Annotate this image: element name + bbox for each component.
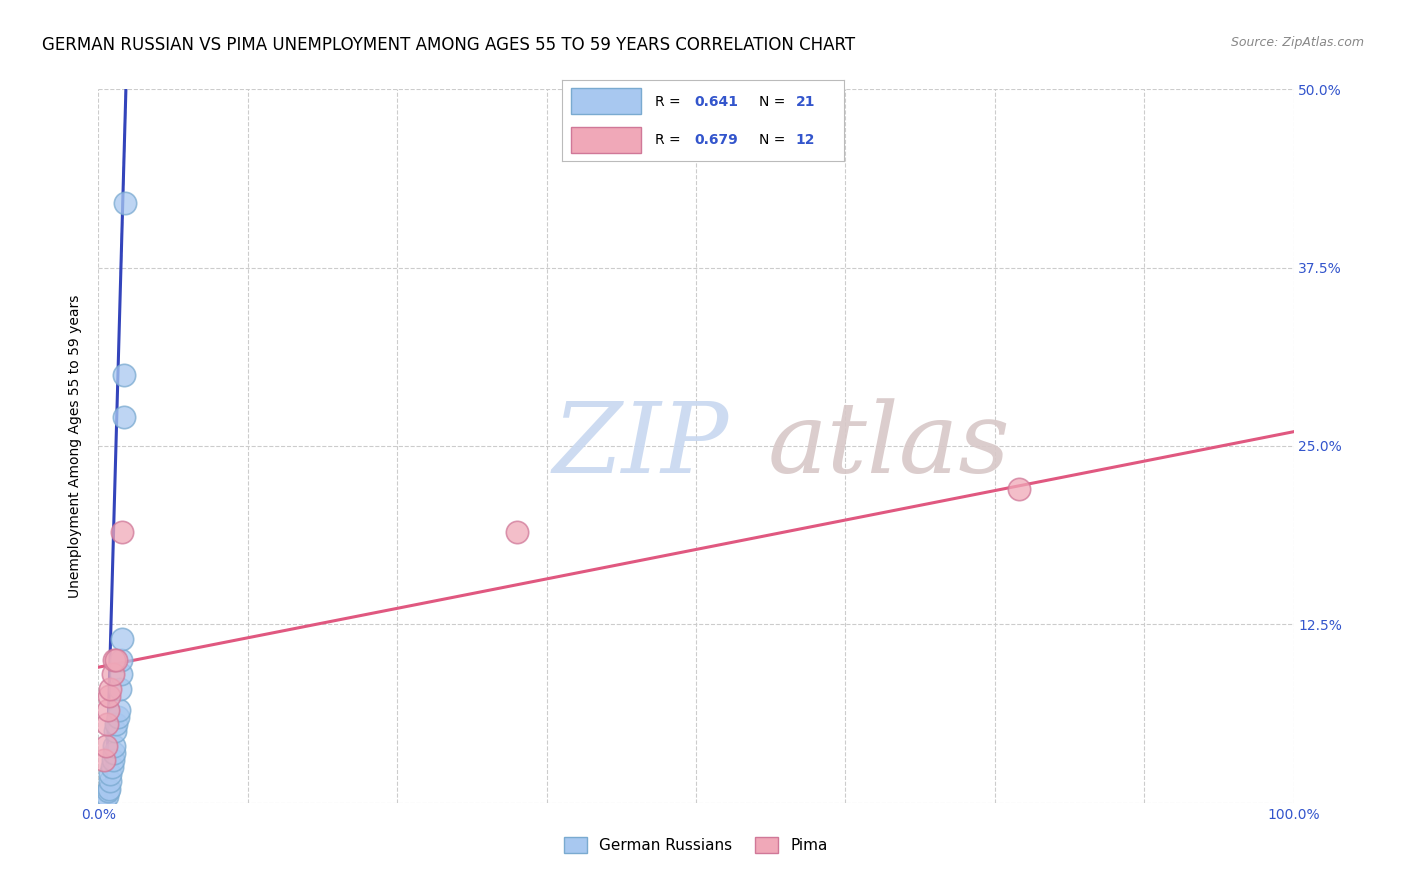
Point xyxy=(100,760,122,774)
Point xyxy=(97,784,120,798)
Point xyxy=(101,667,124,681)
Text: ZIP: ZIP xyxy=(553,399,728,493)
Point xyxy=(108,681,131,696)
Point xyxy=(1008,482,1031,496)
Point xyxy=(98,767,122,781)
Text: atlas: atlas xyxy=(768,399,1011,493)
Point xyxy=(96,789,118,803)
Point xyxy=(105,717,128,731)
Text: 21: 21 xyxy=(796,95,815,109)
Point xyxy=(103,653,125,667)
Point xyxy=(112,368,135,382)
Point xyxy=(97,703,120,717)
Text: 0.679: 0.679 xyxy=(695,133,738,146)
Point xyxy=(98,781,121,796)
Point xyxy=(101,753,124,767)
Text: R =: R = xyxy=(655,95,685,109)
Point xyxy=(107,710,129,724)
Text: 12: 12 xyxy=(796,133,815,146)
Text: N =: N = xyxy=(759,95,790,109)
Point xyxy=(103,746,125,760)
FancyBboxPatch shape xyxy=(571,127,641,153)
Point xyxy=(112,410,135,425)
Text: 0.641: 0.641 xyxy=(695,95,738,109)
FancyBboxPatch shape xyxy=(571,88,641,114)
Point xyxy=(104,724,127,739)
Point xyxy=(107,703,129,717)
Point xyxy=(110,653,132,667)
Text: R =: R = xyxy=(655,133,685,146)
Point xyxy=(98,681,122,696)
Point xyxy=(114,196,136,211)
Y-axis label: Unemployment Among Ages 55 to 59 years: Unemployment Among Ages 55 to 59 years xyxy=(69,294,83,598)
Point xyxy=(96,717,118,731)
Text: GERMAN RUSSIAN VS PIMA UNEMPLOYMENT AMONG AGES 55 TO 59 YEARS CORRELATION CHART: GERMAN RUSSIAN VS PIMA UNEMPLOYMENT AMON… xyxy=(42,36,855,54)
Point xyxy=(94,739,117,753)
Point xyxy=(103,739,125,753)
Legend: German Russians, Pima: German Russians, Pima xyxy=(558,831,834,859)
Point xyxy=(105,653,128,667)
Text: N =: N = xyxy=(759,133,790,146)
Point xyxy=(93,753,115,767)
Point xyxy=(506,524,529,539)
Point xyxy=(98,689,121,703)
Point xyxy=(111,524,134,539)
Point xyxy=(98,774,122,789)
Point xyxy=(110,667,132,681)
Point xyxy=(111,632,134,646)
Point xyxy=(93,796,115,810)
Text: Source: ZipAtlas.com: Source: ZipAtlas.com xyxy=(1230,36,1364,49)
